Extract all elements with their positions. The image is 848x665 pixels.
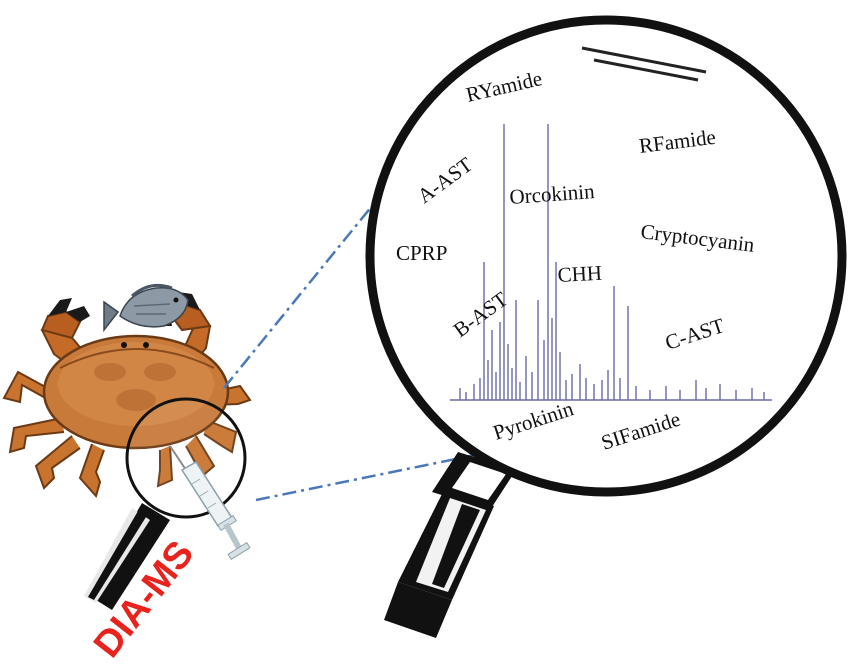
fish-illustration	[103, 283, 189, 333]
big-magnifier-handle	[384, 452, 516, 638]
small-magnifier-handle	[84, 503, 170, 610]
crab-illustration	[2, 292, 252, 499]
dashed-connector-lines	[223, 205, 481, 502]
label-chh: CHH	[557, 261, 603, 287]
lens-glare	[581, 46, 707, 82]
label-cprp: CPRP	[396, 241, 447, 265]
small-magnifier-lens	[125, 397, 247, 519]
syringe-icon	[169, 445, 251, 561]
mass-spectrum	[450, 124, 772, 401]
label-orcokinin: Orcokinin	[509, 179, 596, 209]
